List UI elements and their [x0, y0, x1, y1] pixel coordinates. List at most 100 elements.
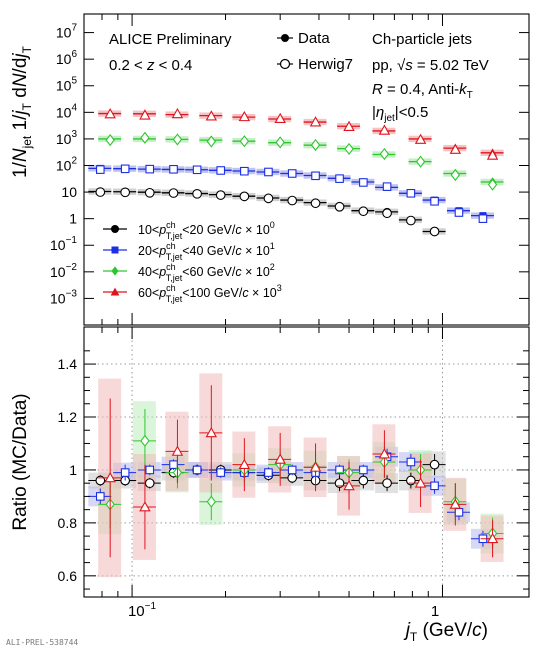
ratio-point — [205, 426, 218, 438]
y-tick-label: 104 — [56, 102, 78, 120]
mc-point — [239, 191, 250, 202]
mc-point — [105, 134, 115, 147]
mc-point — [205, 110, 218, 121]
mc-point — [120, 187, 131, 198]
ratio-point — [238, 458, 251, 470]
legend-entry-s40: 40<pch T,jet<60 GeV/c × 102 — [103, 262, 275, 283]
ratio-point — [192, 465, 202, 475]
mc-point — [275, 136, 285, 149]
mc-point — [378, 124, 391, 135]
mc-point — [430, 197, 439, 206]
mc-point — [486, 149, 499, 160]
legend-entry-s20: 20<pch T,jet<40 GeV/c × 101 — [103, 241, 275, 262]
mc-point — [335, 174, 344, 183]
mc-point — [172, 133, 183, 146]
legend-herwig-label: Herwig7 — [298, 56, 353, 73]
mc-point — [334, 201, 345, 212]
ratio-point — [449, 498, 462, 509]
legend-label: 60<pch T,jet<100 GeV/c × 103 — [138, 283, 282, 304]
mc-point — [379, 147, 390, 161]
spectra-series-s20 — [88, 164, 494, 223]
spectra-series-s10 — [88, 187, 446, 237]
mc-point — [238, 110, 251, 122]
mc-point — [406, 188, 416, 198]
y-tick-label: 1 — [69, 462, 77, 478]
legend-marker — [110, 287, 120, 296]
ratio-point — [104, 471, 116, 483]
ratio-point — [287, 465, 297, 475]
spectra-plot-area — [88, 107, 504, 237]
mc-point — [478, 214, 488, 223]
mc-point — [343, 120, 355, 132]
y-tick-label: 0.6 — [58, 568, 78, 584]
mc-point — [216, 166, 226, 175]
legend-entry-s60: 60<pch T,jet<100 GeV/c × 103 — [103, 283, 282, 304]
ratio-panel-frame — [83, 326, 530, 598]
mc-point — [144, 187, 155, 198]
legend-data-label: Data — [298, 30, 330, 47]
spectra-series-s60 — [98, 107, 504, 160]
spectra-panel-frame — [83, 13, 530, 326]
mc-point — [104, 108, 116, 119]
y-tick-label: 10 — [61, 184, 77, 200]
y-tick-label: 10−2 — [50, 262, 77, 280]
x-tick-label-0.1: 10−1 — [128, 601, 157, 620]
ratio-plot-area — [88, 373, 504, 578]
mc-point — [168, 188, 179, 198]
ratio-point — [429, 459, 440, 470]
mc-point — [145, 164, 155, 174]
mc-point — [274, 112, 286, 124]
y-tick-label: 106 — [56, 49, 78, 67]
ratio-point — [139, 501, 151, 512]
mc-point — [140, 131, 150, 144]
legend-marker — [111, 266, 119, 276]
mc-point — [169, 164, 178, 174]
y-tick-label: 10−3 — [50, 288, 77, 306]
ratio-y-axis-title: Ratio (MC/Data) — [10, 393, 31, 530]
mc-point — [264, 167, 273, 177]
mc-point — [171, 107, 184, 119]
mc-point — [454, 208, 464, 217]
ratio-point — [120, 468, 130, 477]
ratio-point — [335, 465, 344, 475]
y-tick-label: 1.2 — [58, 409, 78, 425]
ratio-point — [274, 453, 286, 464]
system-title: Ch-particle jets — [372, 31, 472, 48]
mc-point — [414, 133, 427, 144]
mc-point — [215, 190, 226, 200]
ratio-point — [96, 492, 105, 501]
mc-point — [487, 178, 498, 191]
ratio-point — [171, 445, 184, 456]
legend-entry-s10: 10<pch T,jet<20 GeV/c × 100 — [103, 220, 275, 241]
y-tick-label: 107 — [56, 23, 78, 41]
mc-point — [382, 208, 392, 219]
x-axis-title: jT (GeV/c) — [403, 620, 488, 644]
legend-label: 40<pch T,jet<60 GeV/c × 102 — [138, 262, 275, 283]
ratio-point — [140, 434, 150, 447]
legend-data-herwig: Data Herwig7 — [277, 30, 353, 73]
mc-point — [429, 226, 440, 237]
legend-marker — [111, 246, 119, 254]
ratio-point — [486, 532, 499, 544]
z-range-label: 0.2 < z < 0.4 — [109, 57, 192, 74]
experiment-label: ALICE Preliminary — [109, 31, 232, 48]
mc-point — [240, 166, 249, 176]
mc-point — [310, 138, 321, 152]
mc-point — [139, 109, 151, 120]
ratio-point — [454, 507, 464, 517]
preliminary-id: ALI-PREL-538744 — [6, 638, 78, 647]
x-tick-label-1: 1 — [431, 603, 439, 620]
ratio-point — [382, 478, 392, 489]
y-tick-label: 10−1 — [50, 235, 77, 253]
y-tick-label: 103 — [56, 129, 78, 147]
ratio-point — [145, 465, 155, 475]
mc-point — [309, 116, 322, 127]
eta-cut-label: |ηjet|<0.5 — [372, 104, 428, 124]
mc-point — [206, 135, 217, 148]
y-tick-label: 105 — [56, 76, 78, 94]
ratio-point — [144, 478, 155, 489]
ratio-point — [414, 477, 427, 488]
